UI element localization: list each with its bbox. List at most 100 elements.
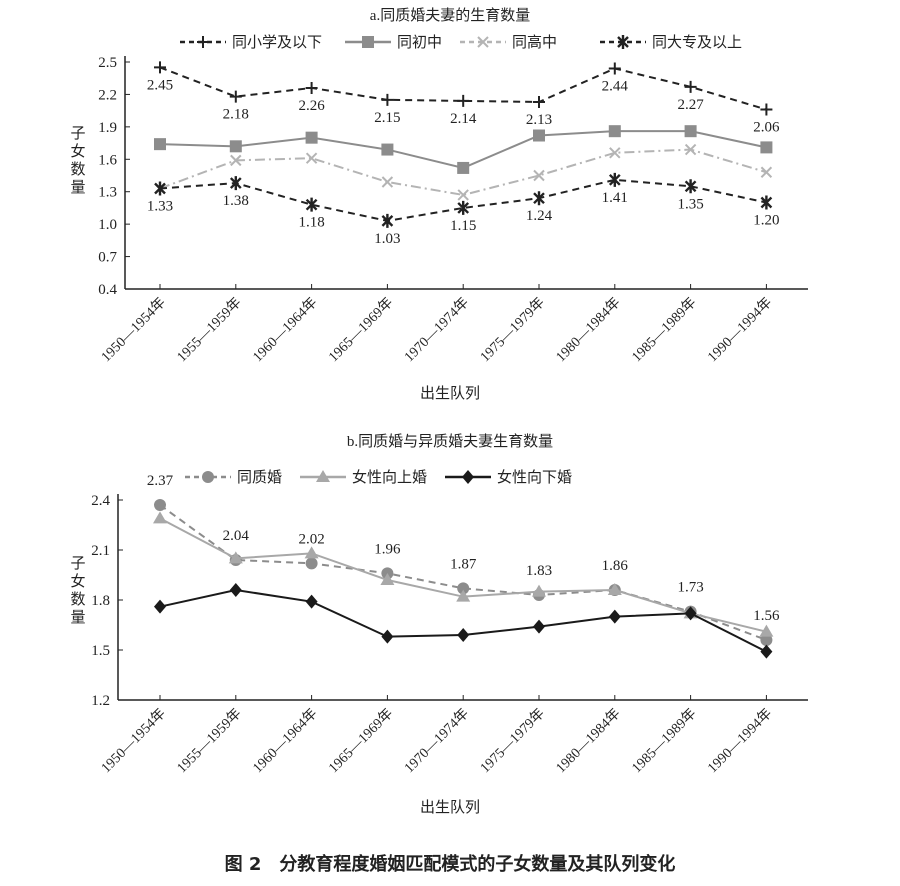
data-label: 1.03 [374,231,400,247]
data-point [228,551,243,564]
legend-label: 女性向下婚 [497,468,572,486]
asterisk-shape [608,172,621,187]
legend-marker [462,470,474,484]
data-label: 1.18 [298,215,324,231]
x-tick-label: 1955—1959年 [174,706,245,777]
chart-title: a.同质婚夫妻的生育数量 [370,7,530,24]
data-point [608,62,621,75]
data-point [608,172,621,187]
data-label: 1.41 [602,190,628,206]
triangle-shape [228,551,243,564]
data-point [760,103,773,116]
y-axis-label: 子女数量 [70,125,85,196]
data-point [153,511,167,524]
data-point [760,644,773,659]
circle-shape [457,582,470,595]
x-tick-label: 1975—1979年 [477,706,548,777]
data-label: 2.06 [753,120,780,136]
data-label: 1.33 [147,198,173,214]
diamond-shape [462,470,474,484]
x-shape [477,36,489,48]
legend-label: 同大专及以上 [652,34,742,51]
plus-shape [381,93,394,106]
x-tick-label: 1960—1964年 [250,295,321,366]
x-tick-label: 1950—1954年 [98,295,169,366]
series-line [159,66,767,111]
diamond-shape [154,599,166,614]
legend-marker [477,36,489,48]
y-tick-label: 2.2 [98,87,117,103]
square-shape [154,138,166,151]
x-tick-label: 1990—1994年 [705,295,776,366]
x-shape [381,176,394,188]
data-point [532,584,546,597]
data-point [381,629,394,644]
y-tick-label: 1.8 [91,593,110,609]
data-label: 2.26 [298,98,325,114]
x-tick-label: 1960—1964年 [250,706,321,777]
plus-shape [197,36,209,48]
x-tick-label: 1985—1989年 [629,706,700,777]
y-tick-label: 1.6 [98,152,117,168]
data-point [305,131,318,144]
x-axis-label: 出生队列 [420,799,480,816]
y-tick-label: 2.5 [98,55,117,71]
data-point [533,191,545,206]
data-label: 1.35 [677,196,703,212]
data-point [760,141,773,154]
x-tick-label: 1980—1984年 [553,295,624,366]
x-tick-label: 1950—1954年 [98,706,169,777]
asterisk-shape [154,181,166,196]
diamond-shape [229,583,242,597]
asterisk-shape [684,179,697,194]
figure-caption: 图 2 分教育程度婚姻匹配模式的子女数量及其队列变化 [224,854,676,875]
data-label: 2.44 [602,78,629,94]
data-label: 1.15 [450,218,476,234]
data-point [533,95,545,108]
data-point [154,181,166,196]
data-point [305,81,318,94]
x-shape [533,169,545,182]
triangle-shape [759,624,774,637]
circle-shape [202,471,214,483]
x-shape [305,152,318,164]
data-point [229,583,242,597]
x-tick-label: 1965—1969年 [326,295,397,366]
legend-label: 同质婚 [237,469,282,486]
square-shape [229,140,242,153]
y-tick-label: 1.3 [98,185,117,201]
triangle-shape [456,589,471,602]
data-point [684,179,697,194]
x-shape [760,166,773,178]
diamond-shape [457,628,470,642]
x-tick-label: 1970—1974年 [401,295,472,366]
asterisk-shape [533,191,545,206]
data-label: 1.87 [450,556,477,572]
data-point [154,61,166,74]
series-line [159,178,767,222]
triangle-shape [153,511,167,524]
data-point [305,152,318,164]
data-point [684,80,697,93]
data-label: 2.37 [147,473,174,489]
data-label: 1.96 [374,541,401,557]
x-shape [457,189,469,201]
x-tick-label: 1980—1984年 [553,706,624,777]
data-label: 2.13 [526,112,552,128]
data-label: 2.14 [450,111,477,127]
triangle-shape [304,546,319,559]
data-point [608,609,621,624]
data-point [229,140,242,153]
legend-marker [197,36,209,48]
data-label: 1.38 [223,193,249,209]
diamond-shape [760,644,773,659]
y-tick-label: 1.2 [91,693,110,709]
data-label: 2.15 [374,110,400,126]
plus-shape [533,95,545,108]
legend-marker [316,470,330,482]
data-point [607,583,622,595]
y-tick-label: 0.4 [98,282,117,298]
data-point [305,557,318,570]
triangle-shape [380,573,395,585]
